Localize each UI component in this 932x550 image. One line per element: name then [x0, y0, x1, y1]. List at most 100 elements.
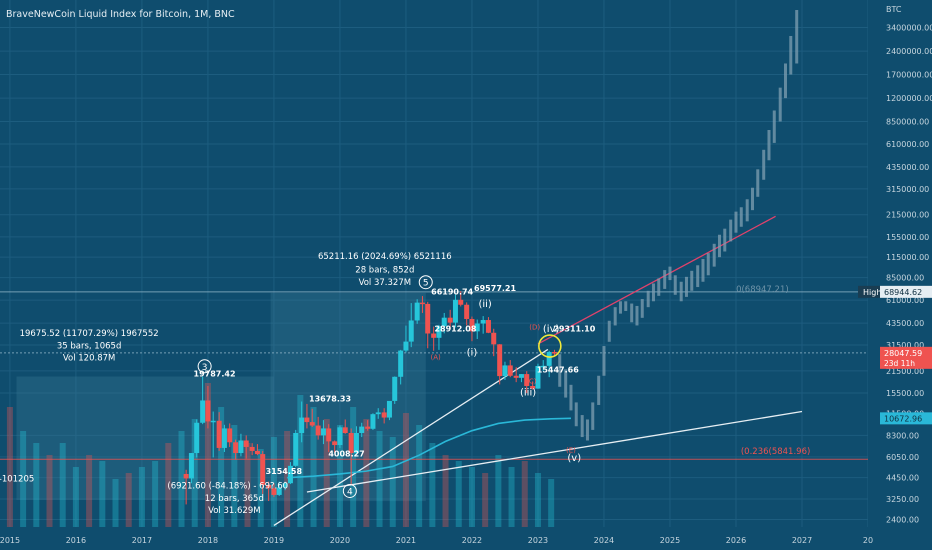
volume-bar [86, 455, 93, 527]
candle-body [392, 376, 398, 401]
annotation-label: 35 bars, 1065d [57, 341, 121, 351]
candle [320, 420, 326, 445]
trend-line-white-upper [273, 348, 549, 526]
projection-bar [668, 266, 672, 281]
annotation-label: 28912.08 [434, 324, 476, 333]
time-tick-label: 2022 [462, 536, 482, 545]
horizontal-lines [0, 291, 868, 460]
candle-body [315, 425, 321, 436]
candle [464, 302, 470, 326]
candle [480, 316, 486, 334]
candle [507, 360, 513, 378]
axis-unit-label: BTC [886, 5, 902, 14]
candle-body [299, 417, 305, 433]
volume-bar [270, 437, 277, 527]
candle [183, 469, 189, 505]
annotation-label: 15447.66 [537, 365, 579, 374]
time-tick-label: 2027 [792, 536, 812, 545]
candle [546, 350, 552, 378]
price-tick-label: 4450.00 [886, 474, 919, 483]
volume-bar [59, 443, 66, 527]
candle-body [353, 432, 359, 454]
candle-body [497, 344, 503, 377]
candle-body [348, 432, 354, 454]
annotation-label: 0(68947.21) [736, 285, 789, 295]
candle-body [414, 302, 420, 321]
projection-bar [574, 402, 578, 427]
volume-bar [165, 443, 172, 527]
candle-body [337, 427, 343, 446]
projection-bar [712, 243, 716, 267]
candle-body [200, 400, 206, 423]
annotations: 65211.16 (2024.69%) 6521116 28 bars, 852d… [0, 252, 810, 516]
projection-bar [701, 258, 705, 282]
wave-circle [197, 359, 212, 374]
candle-body [210, 420, 216, 423]
candle-body [266, 484, 272, 489]
projection-bar [739, 207, 743, 227]
annotation-label: Vol 31.629M [208, 506, 261, 516]
candle-body [452, 299, 458, 323]
time-tick-label: 2020 [330, 536, 350, 545]
wave-label: 5 [423, 279, 429, 289]
time-axis[interactable]: 2015 2016 2017 2018 2019 2020 2021 2022 2023 2024… [0, 527, 932, 550]
time-tick-label: 20 [863, 536, 873, 545]
projection-bar [602, 346, 606, 376]
candle [304, 403, 310, 429]
volume-bar [138, 467, 145, 527]
projection-bar [597, 375, 601, 405]
volume-bar [257, 449, 264, 527]
volume-bar [297, 395, 304, 527]
candle [200, 376, 206, 425]
candle [408, 303, 414, 348]
candle-body [221, 428, 227, 448]
chart-title: BraveNewCoin Liquid Index for Bitcoin, 1… [6, 9, 235, 20]
volume-bar [112, 479, 119, 527]
candle-body [469, 318, 475, 332]
candle [293, 429, 299, 468]
candle [326, 424, 332, 452]
candle-body [474, 323, 480, 332]
wave-label: (v) [567, 453, 581, 464]
volume-bar [20, 431, 27, 527]
projection-bar [585, 419, 589, 441]
candle-body [480, 320, 486, 324]
ma-price-bg [880, 412, 932, 425]
candle-body [398, 350, 404, 377]
candle [233, 439, 239, 460]
projection-bar [734, 211, 738, 233]
price-tick-label: 155000.00 [886, 233, 929, 242]
annotation-label: 12 bars, 365d [205, 494, 264, 504]
projection-bar [717, 234, 721, 258]
candle [469, 316, 475, 342]
volume-bar [72, 467, 79, 527]
candle-body [464, 304, 470, 319]
wave-label: 4 [347, 487, 353, 497]
candle [502, 361, 508, 380]
candle [309, 408, 315, 427]
wave-label: (D) [529, 324, 540, 332]
price-tick-label: 1700000.00 [886, 70, 932, 79]
annotation-label: (0.236(5841.96) [741, 447, 810, 457]
annotation-label: -101205 [0, 475, 34, 485]
candle-body [260, 454, 266, 485]
candle-body [320, 428, 326, 436]
projection-bar [657, 278, 661, 296]
candle-body [304, 417, 310, 423]
projection-bar [651, 283, 655, 302]
candle [254, 444, 260, 456]
high-tag-bg [858, 285, 886, 298]
measure-box [16, 376, 208, 501]
candle-body [530, 385, 536, 389]
annotation-label: 19675.52 (11707.29%) 1967552 [20, 329, 159, 339]
candle [485, 317, 491, 334]
price-axis[interactable]: 3400000.00 2400000.00 1700000.00 1200000.00… [868, 0, 932, 550]
annotation-label: 3154.58 [266, 467, 303, 476]
candle [452, 294, 458, 328]
volume-bar [548, 479, 555, 527]
price-tick-label: 850000.00 [886, 118, 929, 127]
candle [403, 325, 409, 353]
volume-bar [6, 407, 13, 527]
